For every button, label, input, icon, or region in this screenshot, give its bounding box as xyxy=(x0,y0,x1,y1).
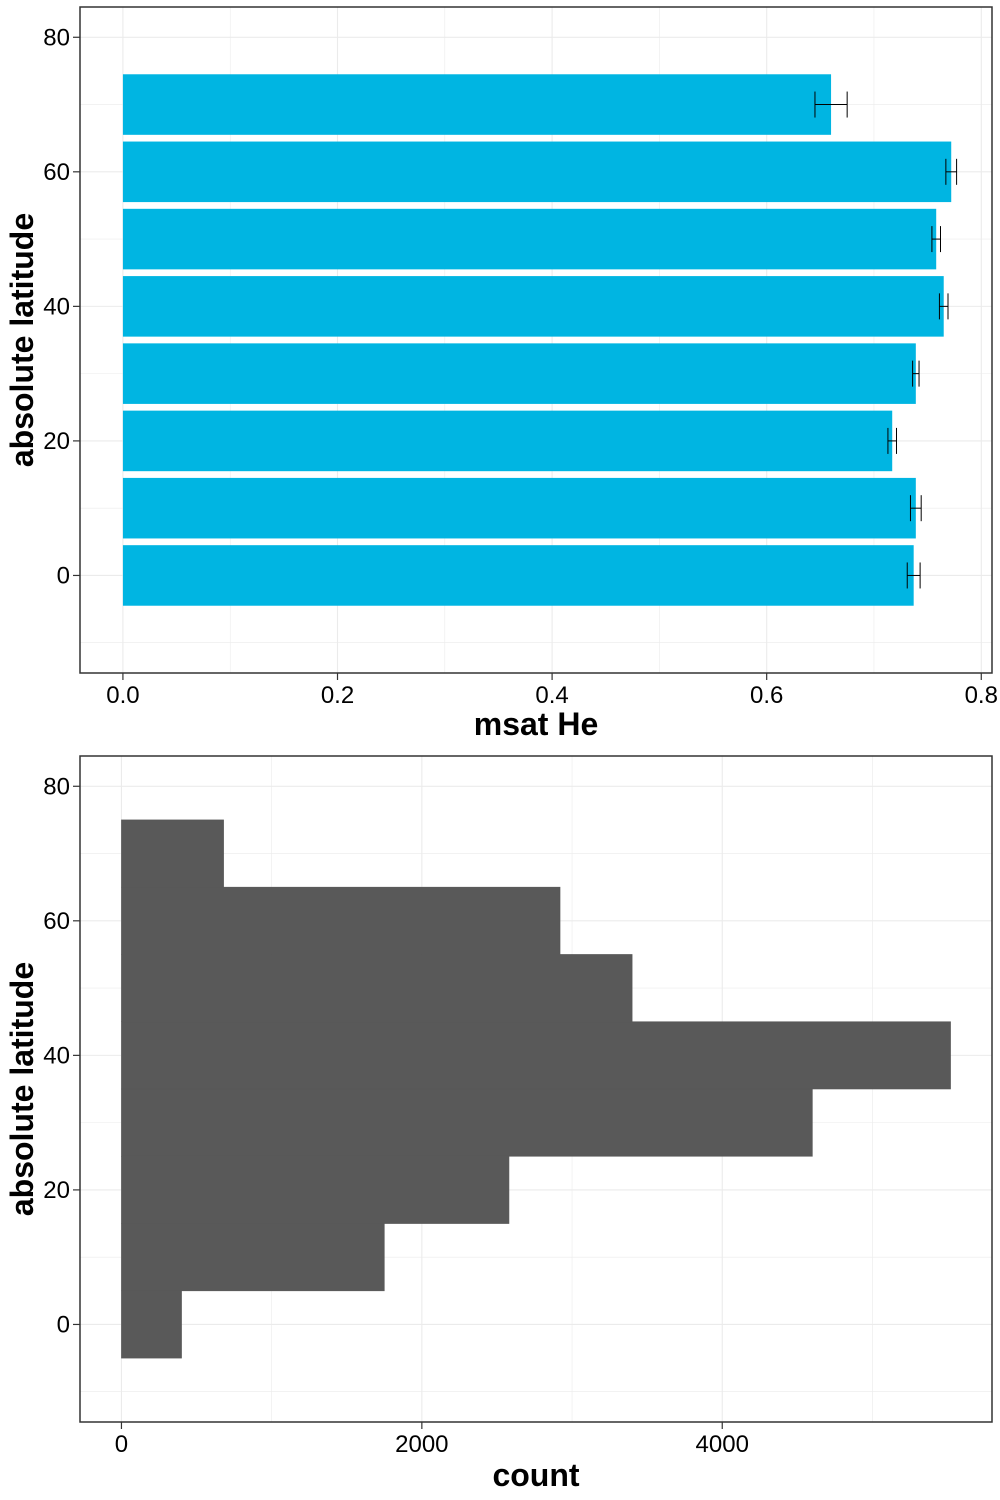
histogram-panel: 0 2000 4000 0 20 40 60 80 count absolute latitu… xyxy=(4,755,993,1493)
histogram-bar xyxy=(121,819,224,888)
y-tick-label: 60 xyxy=(43,159,70,186)
histogram-bar xyxy=(121,1088,813,1157)
y-tick-label: 40 xyxy=(43,1042,70,1069)
x-axis-title: count xyxy=(492,1457,579,1493)
histogram-bar xyxy=(121,1155,510,1224)
histogram-bar xyxy=(121,1021,951,1090)
bar xyxy=(122,276,944,337)
y-tick-label: 0 xyxy=(57,1311,70,1338)
y-tick-label: 0 xyxy=(57,562,70,589)
bar xyxy=(122,343,916,404)
bars xyxy=(122,74,952,606)
y-tick-label: 20 xyxy=(43,428,70,455)
y-tick-label: 40 xyxy=(43,293,70,320)
y-tick-label: 80 xyxy=(43,24,70,51)
bar xyxy=(122,208,937,270)
y-tick-label: 80 xyxy=(43,773,70,800)
axis-ticks: 0.0 0.2 0.4 0.6 0.8 0 20 40 60 80 xyxy=(43,24,998,709)
panel-border xyxy=(79,6,993,674)
histogram-bar xyxy=(121,886,561,955)
y-tick-label: 20 xyxy=(43,1177,70,1204)
bar xyxy=(122,477,916,539)
x-tick-label: 0 xyxy=(115,1431,128,1458)
bar xyxy=(122,74,832,135)
x-tick-label: 2000 xyxy=(395,1431,448,1458)
y-axis-title: absolute latitude xyxy=(4,213,40,467)
bar-chart-panel: 0.0 0.2 0.4 0.6 0.8 0 20 40 60 80 msat He absolut… xyxy=(4,6,998,742)
panel-border xyxy=(79,755,993,1423)
x-axis-title: msat He xyxy=(474,706,599,742)
error-bars xyxy=(814,91,958,589)
x-tick-label: 4000 xyxy=(696,1431,749,1458)
x-tick-label: 0.8 xyxy=(965,682,998,709)
histogram-bars xyxy=(121,819,951,1359)
x-tick-label: 0.2 xyxy=(321,682,354,709)
bar xyxy=(122,141,952,203)
x-tick-label: 0.0 xyxy=(106,682,139,709)
histogram-bar xyxy=(121,954,633,1023)
bar xyxy=(122,410,893,472)
x-tick-label: 0.6 xyxy=(750,682,783,709)
y-axis-title: absolute latitude xyxy=(4,962,40,1216)
histogram-bar xyxy=(121,1223,385,1292)
histogram-bar xyxy=(121,1290,182,1359)
x-tick-label: 0.4 xyxy=(535,682,568,709)
y-tick-label: 60 xyxy=(43,908,70,935)
axis-ticks: 0 2000 4000 0 20 40 60 80 xyxy=(43,773,749,1458)
bar xyxy=(122,545,914,606)
